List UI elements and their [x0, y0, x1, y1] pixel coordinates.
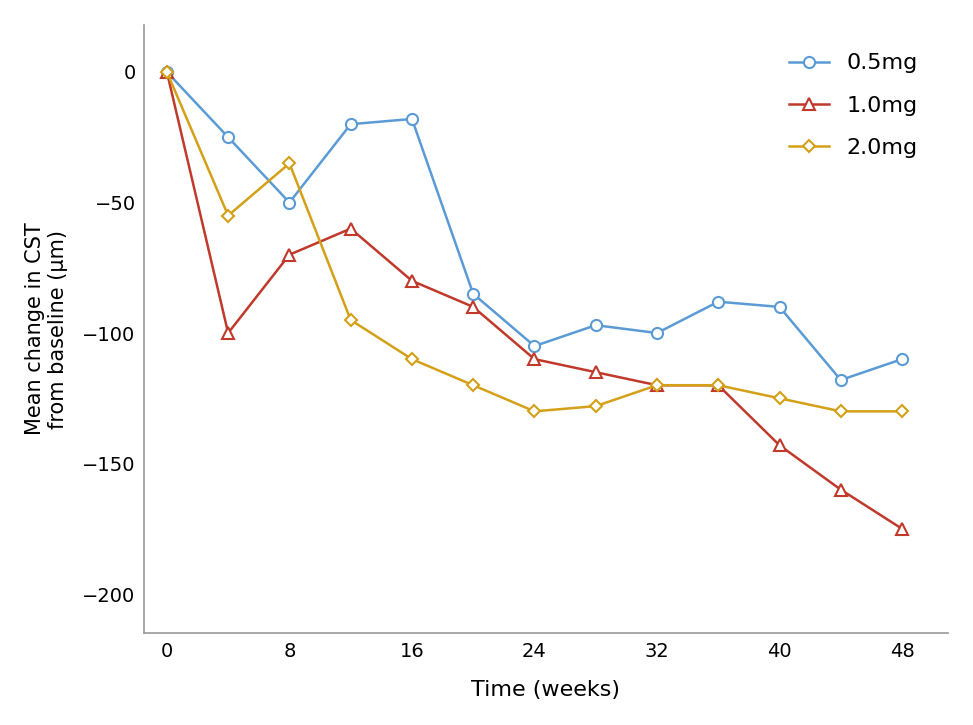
1.0mg — [835, 485, 847, 494]
2.0mg — [283, 159, 295, 167]
0.5mg — [835, 376, 847, 384]
0.5mg — [774, 302, 785, 311]
2.0mg — [651, 381, 663, 389]
0.5mg — [651, 328, 663, 337]
2.0mg — [406, 355, 417, 363]
1.0mg — [406, 276, 417, 285]
0.5mg — [896, 355, 908, 363]
0.5mg — [590, 321, 601, 330]
0.5mg — [467, 289, 479, 298]
1.0mg — [896, 524, 908, 533]
1.0mg — [162, 67, 173, 76]
2.0mg — [712, 381, 724, 389]
1.0mg — [528, 355, 540, 363]
1.0mg — [344, 224, 356, 233]
2.0mg — [528, 407, 540, 415]
0.5mg — [406, 115, 417, 123]
Line: 0.5mg: 0.5mg — [162, 67, 908, 386]
2.0mg — [835, 407, 847, 415]
1.0mg — [222, 328, 234, 337]
1.0mg — [590, 368, 601, 376]
0.5mg — [162, 67, 173, 76]
2.0mg — [162, 67, 173, 76]
0.5mg — [344, 120, 356, 128]
1.0mg — [774, 441, 785, 450]
2.0mg — [467, 381, 479, 389]
0.5mg — [283, 198, 295, 207]
2.0mg — [590, 402, 601, 410]
Legend: 0.5mg, 1.0mg, 2.0mg: 0.5mg, 1.0mg, 2.0mg — [777, 42, 929, 169]
2.0mg — [896, 407, 908, 415]
0.5mg — [528, 341, 540, 350]
1.0mg — [283, 250, 295, 259]
1.0mg — [651, 381, 663, 389]
X-axis label: Time (weeks): Time (weeks) — [472, 680, 621, 700]
Line: 1.0mg: 1.0mg — [162, 67, 908, 534]
2.0mg — [344, 315, 356, 324]
1.0mg — [467, 302, 479, 311]
0.5mg — [712, 297, 724, 306]
2.0mg — [774, 394, 785, 402]
1.0mg — [712, 381, 724, 389]
Line: 2.0mg: 2.0mg — [162, 67, 907, 415]
Y-axis label: Mean change in CST
from baseline (μm): Mean change in CST from baseline (μm) — [25, 223, 68, 436]
2.0mg — [222, 211, 234, 220]
0.5mg — [222, 133, 234, 141]
